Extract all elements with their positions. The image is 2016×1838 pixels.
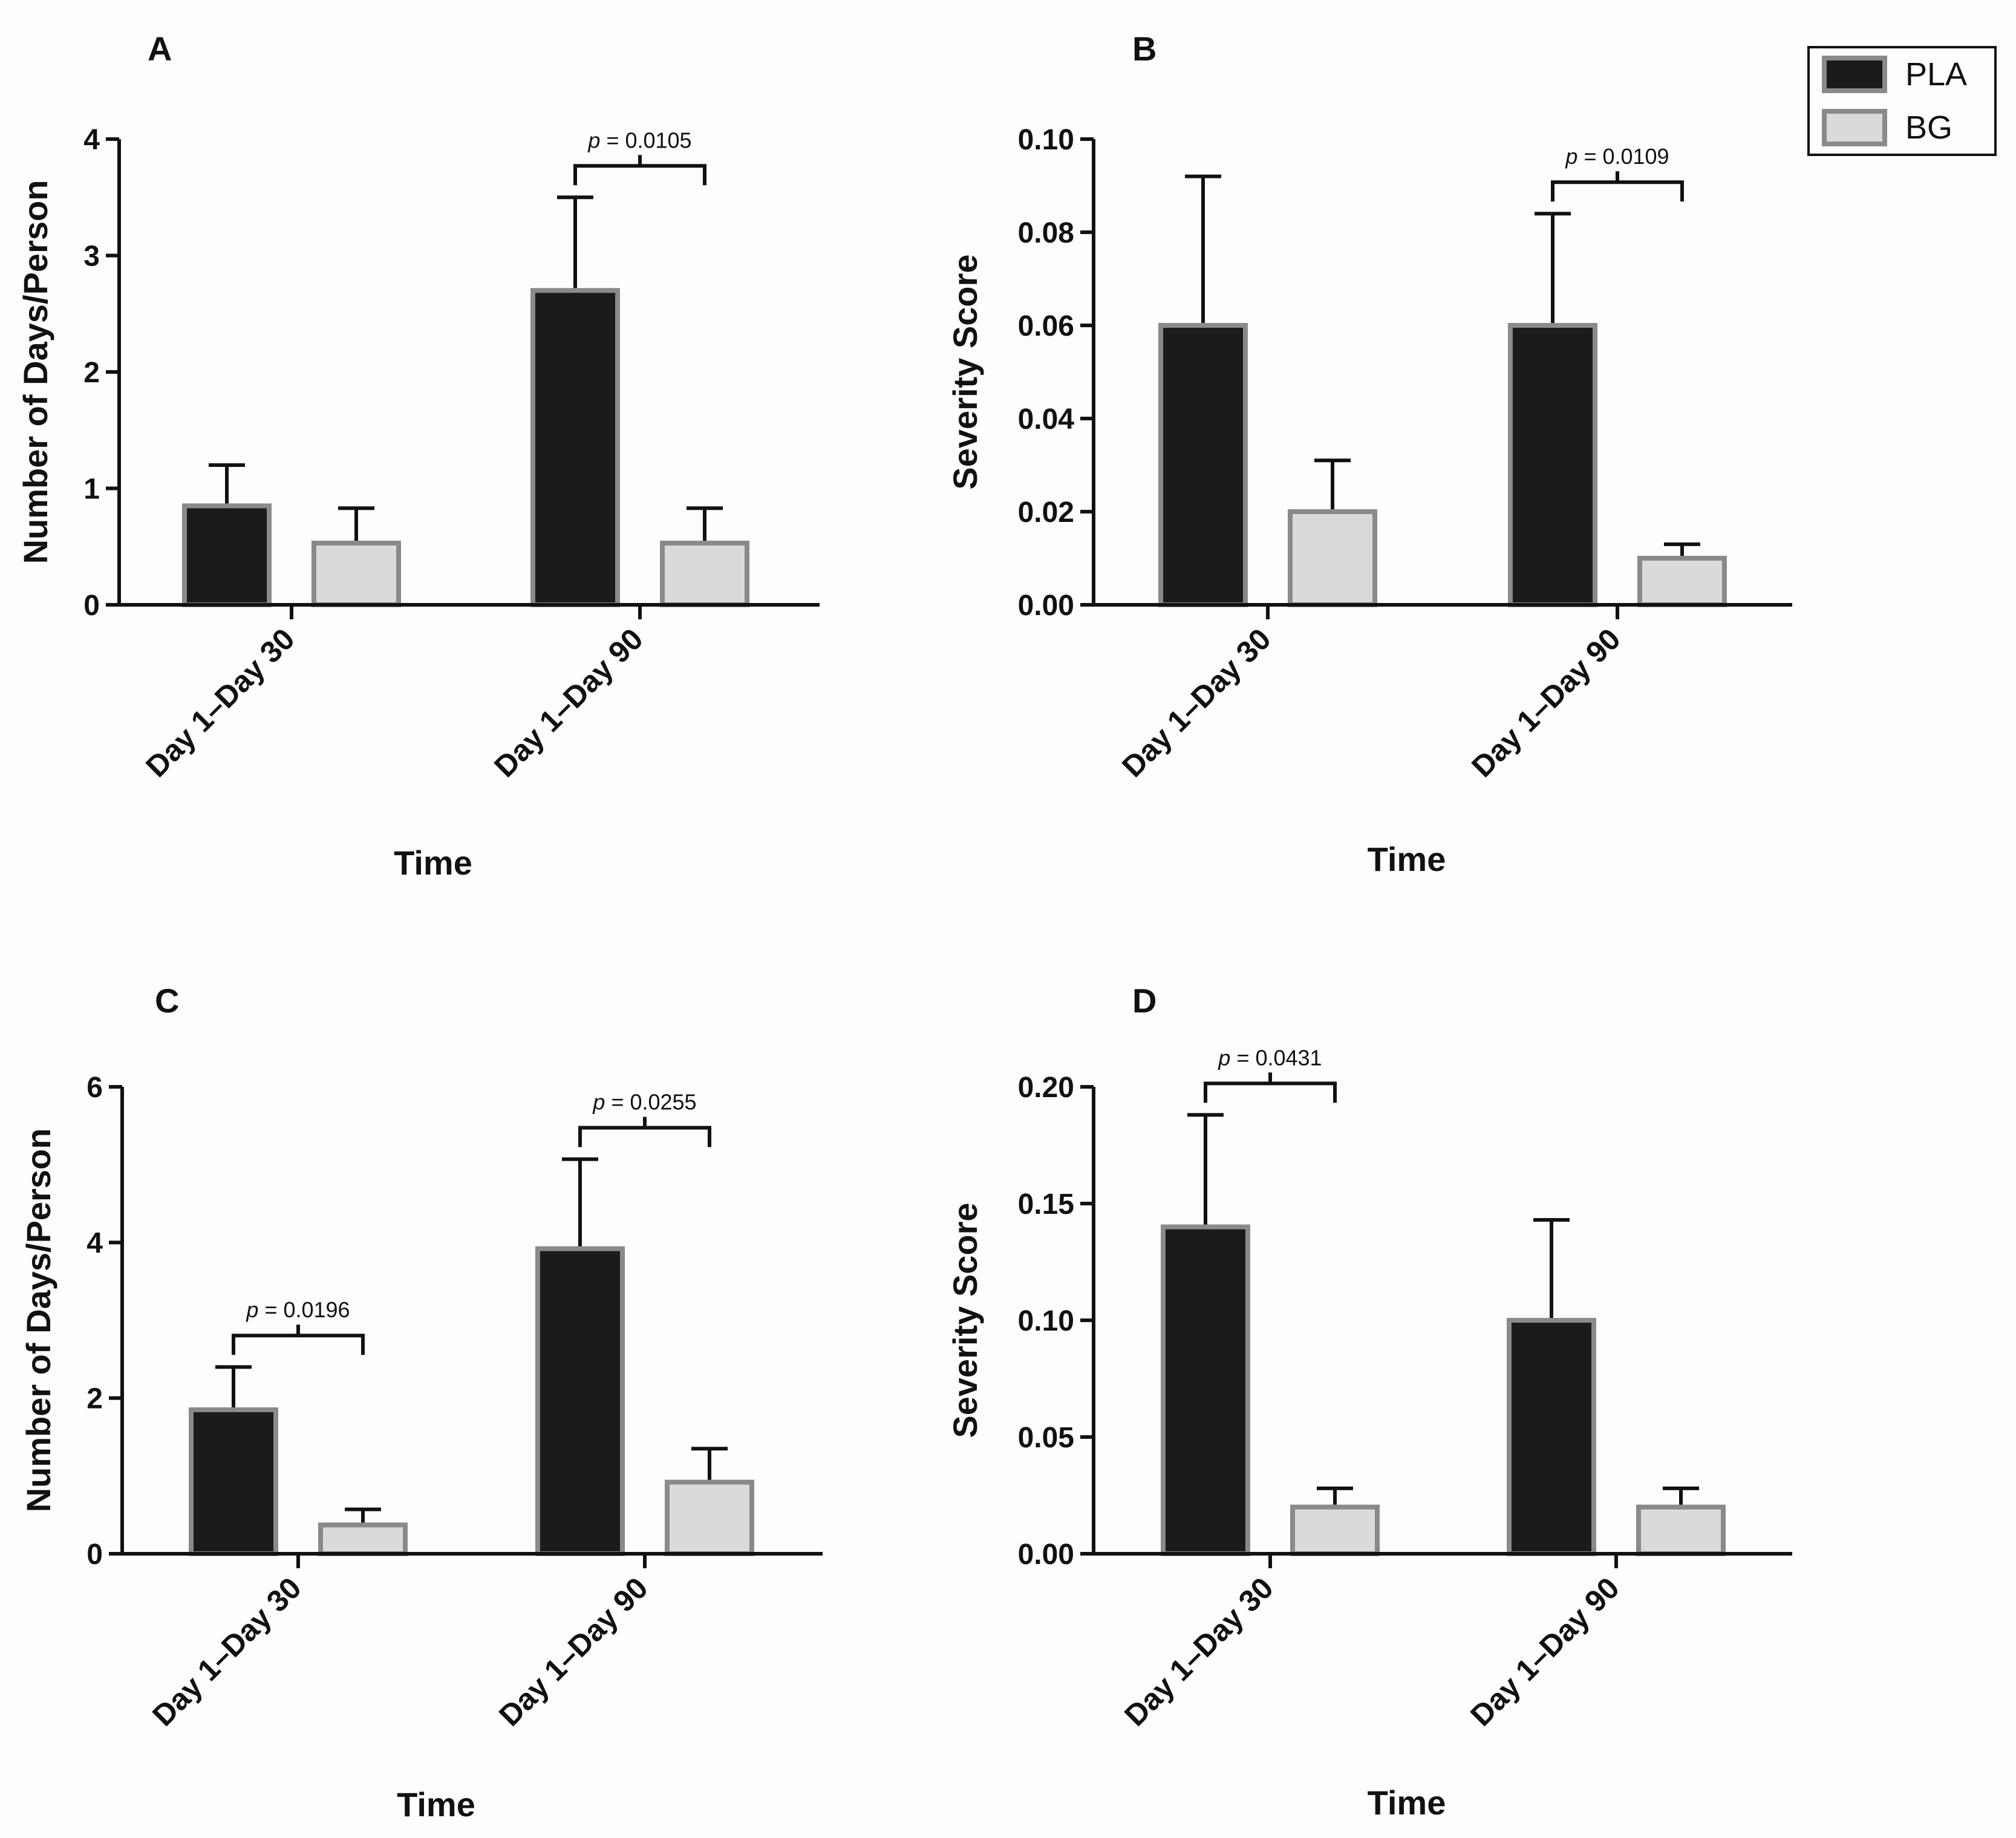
sig-bracket-d-0	[1204, 1081, 1337, 1103]
x-tick-label-d-0: Day 1–Day 30	[1118, 1571, 1280, 1733]
y-tick-label-c-3: 6	[86, 1072, 103, 1104]
panel-label-a: A	[148, 30, 172, 68]
legend-box	[1807, 46, 1997, 156]
x-tick-label-a-1: Day 1–Day 90	[488, 622, 650, 784]
panel-d: D 0.00 0.05 0.10 0.15 0.20 Day 1–Day 30 Day 1–D…	[946, 982, 1792, 1822]
y-axis-title-a: Number of Days/Person	[16, 180, 54, 564]
y-axis-title-d: Severity Score	[946, 1202, 984, 1438]
x-axis-title-c: Time	[397, 1785, 475, 1823]
y-tick-label-d-3: 0.15	[1018, 1188, 1074, 1220]
legend: PLA BG	[1807, 46, 1997, 156]
sig-label-c-0: p = 0.0196	[246, 1297, 350, 1322]
y-tick-label-a-3: 3	[83, 241, 100, 273]
bar-c-pla-0	[189, 1407, 278, 1556]
sig-bracket-c-1	[578, 1126, 711, 1147]
bar-c-pla-1	[535, 1246, 625, 1557]
panel-c: C 0 2 4 6 Day 1–Day 30 Day 1–Day 90 Time Number …	[19, 982, 823, 1823]
bar-d-bg-0	[1290, 1504, 1380, 1557]
y-tick-label-d-4: 0.20	[1018, 1072, 1074, 1104]
x-tick-label-c-1: Day 1–Day 90	[492, 1571, 654, 1733]
sig-label-a-0: p = 0.0105	[587, 128, 691, 152]
y-tick-label-d-1: 0.05	[1018, 1422, 1074, 1454]
x-axis-title-a: Time	[394, 844, 472, 882]
bar-d-pla-1	[1507, 1318, 1596, 1556]
legend-swatch-bg	[1822, 109, 1887, 146]
sig-bracket-c-0	[232, 1334, 365, 1355]
bar-b-pla-0	[1158, 323, 1248, 607]
y-axis-title-b: Severity Score	[946, 254, 984, 489]
x-tick-label-b-1: Day 1–Day 90	[1465, 622, 1627, 784]
bar-b-bg-0	[1288, 509, 1377, 607]
bar-d-bg-1	[1636, 1504, 1726, 1557]
bar-a-pla-0	[182, 503, 272, 607]
y-tick-label-b-2: 0.04	[1018, 403, 1075, 435]
bar-d-pla-0	[1161, 1224, 1250, 1556]
y-tick-label-b-3: 0.06	[1018, 310, 1074, 342]
x-tick-label-b-0: Day 1–Day 30	[1115, 622, 1277, 784]
y-tick-label-c-0: 0	[86, 1539, 103, 1571]
y-tick-label-d-2: 0.10	[1018, 1305, 1074, 1337]
bar-b-pla-1	[1508, 323, 1597, 607]
y-tick-label-b-1: 0.02	[1018, 497, 1074, 529]
sig-label-c-1: p = 0.0255	[592, 1090, 696, 1115]
y-tick-label-c-2: 4	[86, 1227, 103, 1259]
y-tick-label-b-5: 0.10	[1018, 124, 1074, 156]
panel-b: B 0.00 0.02 0.04 0.06 0.08 0.10 Day 1–Day 30 Day…	[946, 30, 1792, 878]
y-tick-label-a-0: 0	[83, 590, 100, 622]
bar-a-bg-1	[660, 540, 749, 607]
legend-swatch-pla	[1822, 56, 1887, 93]
bar-c-bg-1	[665, 1479, 754, 1557]
panels: A 0 1 2 3 4 Day 1–Day 30 Day 1–Day 90 Time Number…	[16, 30, 1792, 1823]
y-tick-label-b-4: 0.08	[1018, 217, 1074, 249]
x-tick-label-c-0: Day 1–Day 30	[146, 1571, 308, 1733]
bar-b-bg-1	[1637, 556, 1727, 607]
bar-a-pla-1	[530, 288, 620, 607]
sig-label-b-0: p = 0.0109	[1565, 144, 1669, 169]
panel-label-d: D	[1132, 982, 1156, 1020]
y-tick-label-a-4: 4	[83, 124, 100, 156]
y-tick-label-d-0: 0.00	[1018, 1539, 1074, 1571]
y-tick-label-c-1: 2	[86, 1383, 103, 1415]
y-tick-label-b-0: 0.00	[1018, 590, 1074, 622]
bar-a-bg-0	[312, 540, 401, 607]
sig-label-d-0: p = 0.0431	[1218, 1045, 1322, 1070]
panel-label-c: C	[155, 982, 179, 1020]
y-axis-title-c: Number of Days/Person	[19, 1129, 57, 1513]
y-tick-label-a-2: 2	[83, 357, 100, 389]
sig-bracket-b-0	[1551, 180, 1684, 202]
legend-label-pla: PLA	[1905, 56, 1967, 93]
sig-bracket-a-0	[573, 164, 706, 186]
y-tick-label-a-1: 1	[83, 474, 100, 506]
legend-label-bg: BG	[1905, 109, 1952, 146]
panel-label-b: B	[1132, 30, 1156, 68]
x-tick-label-d-1: Day 1–Day 90	[1464, 1571, 1626, 1733]
x-axis-title-d: Time	[1368, 1784, 1446, 1822]
panel-a: A 0 1 2 3 4 Day 1–Day 30 Day 1–Day 90 Time Number…	[16, 30, 820, 882]
x-tick-label-a-0: Day 1–Day 30	[139, 622, 301, 784]
bar-c-bg-0	[318, 1522, 408, 1556]
x-axis-title-b: Time	[1368, 840, 1446, 878]
